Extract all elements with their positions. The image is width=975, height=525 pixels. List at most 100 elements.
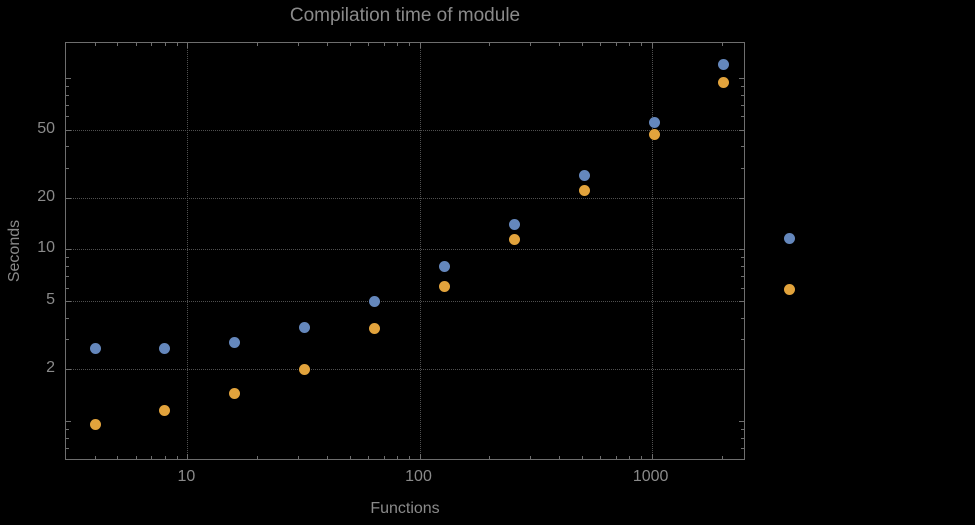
- axis-tick: [651, 43, 653, 48]
- axis-tick: [66, 420, 71, 422]
- data-point-series-1: [299, 322, 311, 334]
- axis-tick: [739, 369, 744, 371]
- axis-tick: [741, 437, 744, 439]
- axis-tick: [741, 266, 744, 268]
- axis-tick: [721, 43, 723, 46]
- data-point-series-1: [89, 342, 101, 354]
- axis-tick: [419, 454, 421, 459]
- axis-tick: [66, 459, 69, 460]
- axis-tick: [489, 456, 491, 459]
- axis-tick: [741, 257, 744, 259]
- chart-title: Compilation time of module: [289, 5, 521, 26]
- axis-tick: [559, 456, 561, 459]
- axis-tick: [66, 104, 69, 106]
- axis-tick: [530, 456, 532, 459]
- axis-tick: [741, 94, 744, 96]
- x-tick-label: 100: [405, 468, 432, 485]
- axis-tick: [739, 129, 744, 131]
- axis-tick: [408, 456, 410, 459]
- axis-tick: [164, 456, 166, 459]
- data-point-series-1: [718, 58, 730, 70]
- y-tick-label: 2: [46, 359, 55, 377]
- data-point-series-2: [438, 280, 450, 292]
- axis-tick: [741, 428, 744, 430]
- axis-tick: [721, 456, 723, 459]
- axis-tick: [257, 456, 259, 459]
- axis-tick: [741, 459, 744, 460]
- axis-tick: [66, 317, 69, 319]
- x-gridline: [651, 43, 653, 459]
- axis-tick: [383, 43, 385, 46]
- axis-tick: [66, 94, 69, 96]
- data-point-series-1: [159, 342, 171, 354]
- axis-tick: [135, 456, 137, 459]
- axis-tick: [187, 454, 189, 459]
- axis-tick: [368, 43, 369, 46]
- axis-tick: [95, 456, 96, 459]
- data-point-series-2: [508, 233, 520, 245]
- data-point-series-2: [369, 323, 380, 335]
- data-point-series-1: [578, 170, 590, 181]
- axis-tick: [66, 276, 69, 278]
- axis-tick: [739, 420, 744, 422]
- axis-tick: [66, 447, 69, 449]
- axis-tick: [66, 249, 71, 251]
- axis-tick: [741, 447, 744, 449]
- y-tick-label: 10: [37, 239, 55, 257]
- axis-tick: [151, 43, 153, 46]
- x-axis-label: Functions: [370, 500, 440, 517]
- axis-tick: [66, 369, 71, 371]
- axis-tick: [581, 43, 583, 46]
- axis-tick: [66, 78, 71, 79]
- axis-tick: [66, 197, 71, 199]
- axis-tick: [615, 43, 617, 46]
- axis-tick: [257, 43, 259, 46]
- axis-tick: [66, 167, 69, 169]
- axis-tick: [741, 317, 744, 319]
- y-tick-label: 20: [37, 187, 55, 205]
- axis-tick: [117, 456, 119, 459]
- axis-tick: [66, 287, 69, 289]
- axis-tick: [741, 85, 744, 87]
- data-point-series-1: [438, 260, 450, 272]
- x-tick-label: 10: [177, 468, 196, 485]
- axis-tick: [66, 301, 71, 303]
- x-gridline: [187, 43, 189, 459]
- axis-tick: [397, 456, 398, 459]
- axis-tick: [298, 456, 300, 459]
- data-point-series-1: [229, 337, 241, 349]
- axis-tick: [176, 456, 178, 459]
- axis-tick: [176, 43, 178, 46]
- y-gridline: [66, 197, 744, 199]
- data-point-series-2: [578, 185, 590, 197]
- axis-tick: [489, 43, 491, 46]
- axis-tick: [187, 43, 189, 48]
- axis-tick: [66, 257, 69, 259]
- axis-tick: [600, 456, 602, 459]
- axis-tick: [581, 456, 583, 459]
- axis-tick: [349, 43, 351, 46]
- axis-tick: [327, 456, 329, 459]
- axis-tick: [419, 43, 421, 48]
- axis-tick: [66, 129, 71, 131]
- axis-tick: [739, 301, 744, 303]
- axis-tick: [615, 456, 617, 459]
- data-point-series-1: [508, 218, 520, 230]
- plot-area: [65, 42, 745, 460]
- axis-tick: [66, 339, 69, 341]
- data-point-series-2: [718, 77, 730, 89]
- data-point-series-1: [648, 117, 660, 129]
- legend-marker-series-1: [784, 233, 795, 244]
- axis-tick: [559, 43, 561, 46]
- axis-tick: [408, 43, 410, 46]
- axis-tick: [629, 43, 631, 46]
- data-point-series-2: [89, 419, 101, 431]
- y-gridline: [66, 249, 744, 251]
- y-tick-label: 5: [46, 291, 55, 309]
- axis-tick: [164, 43, 166, 46]
- axis-tick: [741, 339, 744, 341]
- y-gridline: [66, 369, 744, 371]
- axis-tick: [117, 43, 119, 46]
- axis-tick: [66, 437, 69, 439]
